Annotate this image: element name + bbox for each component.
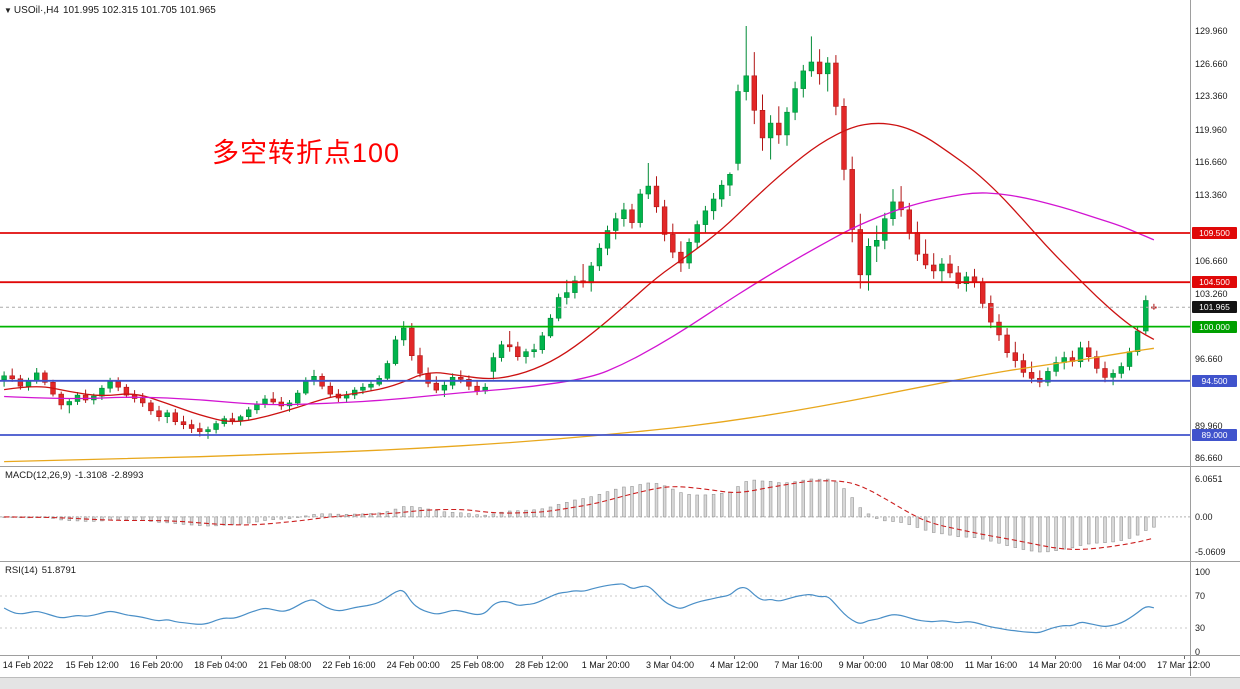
y-axis-label: 116.660 — [1195, 157, 1227, 168]
price-axis-separator — [1190, 0, 1191, 676]
x-axis-date-label: 1 Mar 20:00 — [581, 660, 630, 670]
chart-annotation-text: 多空转折点100 — [212, 138, 401, 168]
chart-symbol-timeframe: USOil·,H4 — [13, 5, 59, 16]
rsi-line — [3, 583, 1155, 634]
macd-signal-line — [4, 480, 1155, 550]
time-axis[interactable]: 14 Feb 2022 15 Feb 12:00 16 Feb 20:00 18 Fe… — [0, 656, 1210, 676]
rsi-value: 51.8791 — [41, 565, 77, 576]
macd-panel[interactable] — [0, 467, 1190, 562]
x-axis-date-label: 18 Feb 04:00 — [194, 660, 248, 670]
price-badge: 109.500 — [1192, 226, 1237, 239]
x-axis-tick — [413, 656, 415, 659]
chart-ohlc-quote: 101.995 102.315 101.705 101.965 — [62, 5, 216, 16]
macd-signal-value: -2.8993 — [111, 470, 144, 481]
x-axis-tick — [605, 656, 607, 659]
x-axis-date-label: 9 Mar 00:00 — [838, 660, 887, 670]
rsi-axis-label: 70 — [1195, 591, 1206, 601]
x-axis-date-label: 17 Mar 12:00 — [1157, 660, 1211, 670]
x-axis-date-label: 28 Feb 12:00 — [515, 660, 569, 670]
x-axis-date-label: 15 Feb 12:00 — [65, 660, 119, 670]
x-axis-date-label: 16 Mar 04:00 — [1092, 660, 1146, 670]
x-axis-date-label: 14 Feb 2022 — [2, 660, 54, 670]
x-axis-date-label: 16 Feb 20:00 — [129, 660, 183, 670]
x-axis-date-label: 7 Mar 16:00 — [774, 660, 823, 670]
x-axis-tick — [477, 656, 479, 659]
price-badge: 101.965 — [1192, 301, 1237, 314]
x-axis-tick — [284, 656, 286, 659]
price-badge: 94.500 — [1192, 374, 1237, 387]
y-axis-label: 89.960 — [1195, 420, 1223, 431]
rsi-axis-label: 30 — [1195, 623, 1206, 633]
x-axis-date-label: 22 Feb 16:00 — [322, 660, 376, 670]
price-badge: 100.000 — [1192, 320, 1237, 333]
x-axis-tick — [541, 656, 543, 659]
x-axis-date-label: 21 Feb 08:00 — [258, 660, 312, 670]
price-badge: 104.500 — [1192, 276, 1237, 289]
ma-slow-orange-line — [4, 347, 1154, 463]
x-axis-tick — [926, 656, 928, 659]
x-axis-date-label: 11 Mar 16:00 — [964, 660, 1018, 670]
macd-main-value: -1.3108 — [75, 470, 108, 481]
x-axis-tick — [798, 656, 800, 659]
x-axis-tick — [156, 656, 158, 659]
x-axis-date-label: 25 Feb 08:00 — [450, 660, 504, 670]
horizontal-scrollbar[interactable] — [0, 677, 1240, 689]
x-axis-tick — [220, 656, 222, 659]
macd-axis-label: 0.00 — [1195, 511, 1213, 522]
x-axis-tick — [734, 656, 736, 659]
x-axis-tick — [1055, 656, 1057, 659]
x-axis-tick — [349, 656, 350, 659]
x-axis-tick — [862, 656, 864, 659]
x-axis-date-label: 24 Feb 00:00 — [386, 660, 440, 670]
chart-title: ▼ USOil·,H4 101.995 102.315 101.705 101.96… — [4, 5, 220, 16]
panel-separator-main-macd[interactable] — [0, 466, 1240, 467]
macd-axis-label: 6.0651 — [1195, 474, 1223, 484]
y-axis-label: 106.660 — [1195, 255, 1228, 266]
y-axis-label: 123.360 — [1195, 91, 1228, 102]
dropdown-triangle-icon[interactable]: ▼ — [4, 6, 12, 15]
rsi-axis-label: 100 — [1195, 567, 1211, 577]
ma-fast-red-line — [4, 122, 1155, 423]
y-axis-label: 96.660 — [1195, 354, 1223, 365]
x-axis-tick — [670, 656, 671, 659]
y-axis-label: 86.660 — [1195, 453, 1223, 464]
x-axis-date-label: 14 Mar 20:00 — [1028, 660, 1082, 670]
x-axis-date-label: 3 Mar 04:00 — [645, 660, 695, 670]
x-axis-tick — [1119, 656, 1121, 659]
x-axis-tick — [1183, 656, 1185, 659]
rsi-indicator-label: RSI(14) 51.8791 — [5, 565, 80, 576]
macd-indicator-label: MACD(12,26,9) -1.3108 -2.8993 — [5, 470, 147, 481]
price-axis[interactable]: 129.960 126.660 123.360 119.960 116.660 113.3… — [1191, 0, 1240, 676]
y-axis-label: 103.260 — [1195, 289, 1228, 300]
x-axis-tick — [28, 656, 29, 659]
rsi-panel[interactable] — [0, 562, 1190, 656]
rsi-name: RSI(14) — [5, 565, 38, 576]
price-badge: 89.000 — [1192, 428, 1237, 441]
x-axis-date-label: 10 Mar 08:00 — [900, 660, 954, 670]
y-axis-label: 119.960 — [1195, 124, 1227, 135]
rsi-axis-label: 0 — [1195, 647, 1201, 657]
macd-histogram — [2, 478, 1156, 553]
y-axis-label: 113.360 — [1195, 189, 1227, 200]
x-axis-date-label: 4 Mar 12:00 — [710, 660, 759, 670]
x-axis-tick — [92, 656, 94, 659]
candlesticks — [1, 26, 1157, 439]
x-axis-tick — [991, 656, 992, 659]
main-price-chart[interactable] — [0, 0, 1190, 467]
panel-separator-macd-rsi[interactable] — [0, 561, 1240, 562]
macd-axis-label: -5.0609 — [1195, 547, 1226, 557]
macd-name: MACD(12,26,9) — [5, 470, 71, 481]
y-axis-label: 129.960 — [1195, 26, 1228, 37]
y-axis-label: 126.660 — [1195, 58, 1228, 69]
panel-separator-rsi-timeline — [0, 655, 1240, 656]
